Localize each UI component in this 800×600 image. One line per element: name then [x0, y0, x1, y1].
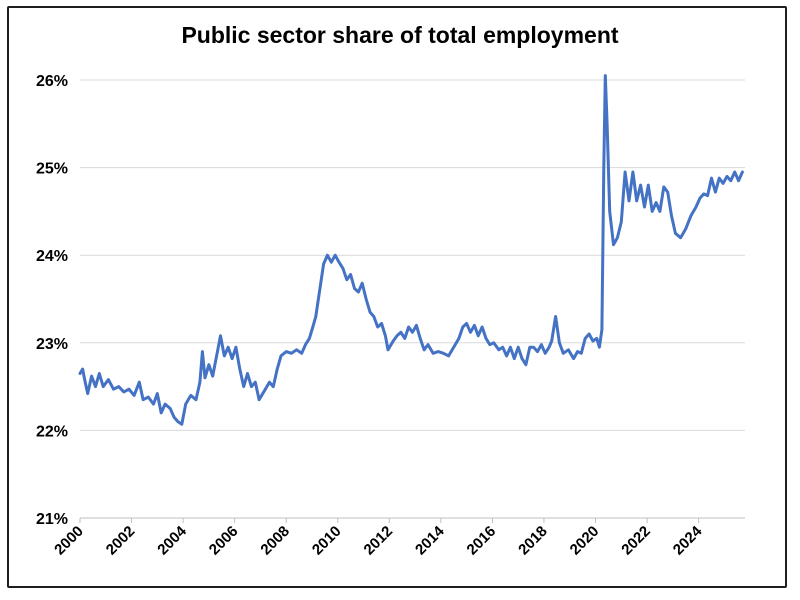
x-tick-label: 2004 [154, 522, 190, 558]
x-tick-label: 2010 [309, 523, 345, 559]
gridlines [80, 79, 745, 431]
y-axis-ticks: 21% 22% 23% 24% 25% 26% [36, 73, 68, 528]
x-tick-label: 2016 [464, 523, 500, 559]
y-tick-label: 22% [36, 423, 68, 440]
y-tick-label: 26% [36, 73, 68, 90]
x-tick-label: 2000 [51, 523, 87, 559]
y-tick-label: 24% [36, 248, 68, 265]
series-line-0: Public sector share of total employment [78, 74, 744, 426]
x-tick-label: 2018 [515, 523, 551, 559]
chart-title: Public sector share of total employment [181, 22, 619, 48]
x-axis-ticks: 2000 2002 2004 2006 2008 2010 2012 2014 2016 2018… [51, 518, 706, 558]
series-group: Public sector share of total employment [78, 74, 744, 426]
x-tick-label: 2024 [670, 522, 706, 558]
x-tick-label: 2002 [103, 523, 139, 559]
x-tick-label: 2012 [361, 523, 397, 559]
x-tick-label: 2014 [412, 522, 448, 558]
x-tick-label: 2020 [567, 523, 603, 559]
chart-frame [7, 6, 787, 588]
y-tick-label: 23% [36, 336, 68, 353]
x-tick-label: 2008 [257, 523, 293, 559]
y-tick-label: 21% [36, 511, 68, 528]
x-tick-label: 2022 [618, 523, 654, 559]
x-tick-label: 2006 [206, 523, 242, 559]
y-tick-label: 25% [36, 161, 68, 178]
